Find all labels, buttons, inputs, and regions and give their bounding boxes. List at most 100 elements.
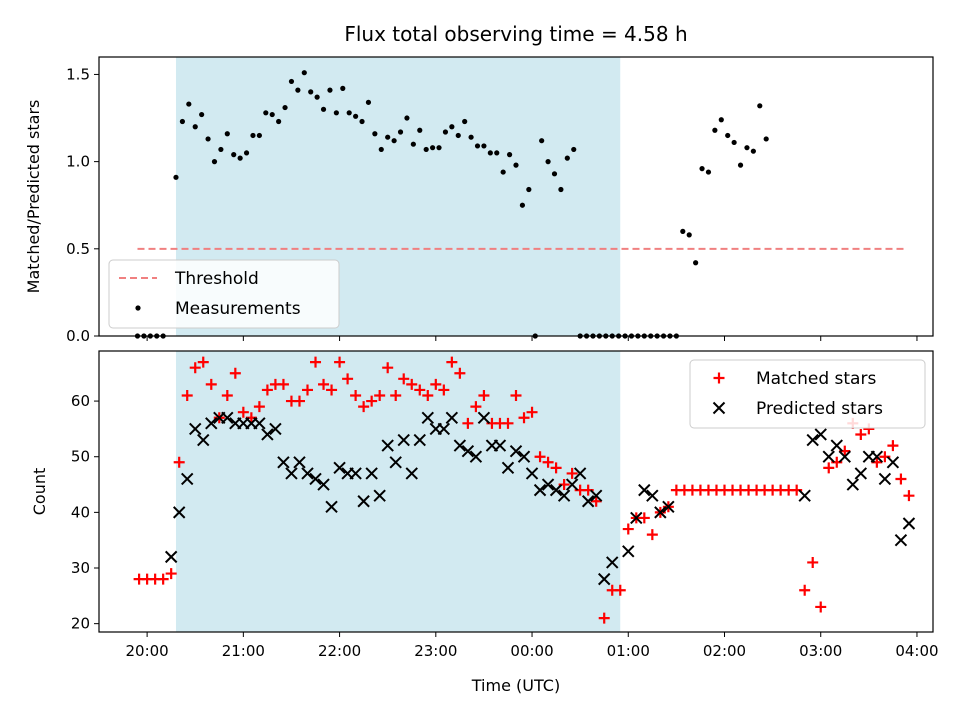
data-point [197, 356, 209, 368]
data-point [357, 495, 370, 508]
data-point [308, 89, 314, 95]
data-point [276, 118, 282, 125]
data-point [815, 601, 827, 613]
data-point [622, 523, 634, 535]
legend-marker-swatch [712, 401, 726, 415]
data-point [462, 118, 468, 125]
bottom-y-tick-label: 20 [71, 615, 90, 633]
data-point [157, 573, 169, 585]
data-point [545, 159, 551, 165]
data-point [573, 467, 587, 480]
data-point [509, 444, 523, 458]
data-point [550, 462, 562, 474]
data-point [417, 127, 423, 133]
data-point [438, 384, 450, 396]
data-point [799, 584, 811, 596]
data-point [405, 467, 418, 480]
data-point [469, 450, 483, 463]
data-point [525, 467, 539, 480]
legend-marker-swatch [135, 305, 141, 311]
data-point [430, 145, 436, 151]
data-point [455, 132, 461, 139]
data-point [878, 472, 892, 486]
data-point [243, 150, 250, 156]
data-point [517, 450, 531, 463]
x-tick-label: 22:00 [318, 642, 361, 660]
bottom-observing-window-shade [175, 351, 621, 632]
data-point [445, 411, 459, 424]
data-point [539, 138, 545, 144]
data-point [436, 145, 442, 151]
data-point [823, 462, 835, 474]
legend-label: Matched stars [756, 369, 876, 389]
data-point [406, 378, 418, 390]
data-point [731, 139, 737, 146]
data-point [462, 417, 474, 429]
top-y-tick-label: 0.0 [66, 327, 90, 345]
data-point [526, 406, 538, 418]
data-point [179, 118, 185, 125]
data-point [199, 111, 205, 118]
data-point [506, 152, 513, 158]
top-legend: Threshold Measurements [108, 259, 340, 329]
data-point [382, 362, 394, 374]
bottom-plot-frame [98, 350, 934, 633]
data-point [253, 417, 266, 430]
data-point [744, 145, 750, 151]
data-point [310, 356, 322, 368]
data-point [326, 384, 338, 396]
data-point [725, 132, 731, 139]
data-point [838, 450, 851, 463]
data-point [253, 401, 265, 413]
data-point [902, 517, 916, 530]
data-point [646, 529, 658, 541]
data-point [565, 478, 579, 491]
data-point [334, 356, 346, 368]
data-point [172, 506, 186, 519]
data-point [318, 378, 330, 390]
data-point [558, 186, 564, 193]
data-point [413, 433, 426, 447]
data-point [365, 99, 372, 105]
data-point [263, 110, 269, 116]
data-point [237, 155, 243, 161]
data-point [564, 155, 570, 161]
data-point [365, 467, 378, 480]
data-point [165, 568, 177, 580]
data-point [638, 483, 651, 497]
data-point [186, 101, 192, 107]
top-plot-frame [98, 56, 934, 337]
data-point [855, 428, 867, 440]
data-point [237, 406, 249, 418]
bottom-legend: Matched stars Predicted stars [689, 359, 926, 429]
data-point [533, 483, 547, 497]
data-point [478, 390, 490, 402]
x-tick-label: 01:00 [607, 642, 650, 660]
data-point [750, 148, 756, 154]
data-point [693, 260, 699, 266]
data-point [830, 439, 843, 452]
data-point [630, 511, 643, 525]
data-point [349, 467, 362, 480]
data-point [346, 110, 352, 116]
data-point [277, 378, 289, 390]
data-point [358, 401, 370, 413]
data-point [571, 146, 577, 153]
data-point [526, 186, 532, 193]
data-point [414, 384, 426, 396]
x-tick-label: 00:00 [510, 642, 553, 660]
data-point [340, 85, 346, 91]
data-point [173, 174, 179, 180]
data-point [598, 572, 611, 586]
data-point [737, 162, 744, 168]
data-point [261, 428, 274, 441]
data-point [446, 356, 458, 368]
data-point [502, 417, 514, 429]
data-point [390, 390, 402, 402]
bottom-y-tick-label: 40 [71, 503, 90, 521]
x-tick-label: 21:00 [222, 642, 265, 660]
data-point [189, 362, 201, 374]
data-point [449, 124, 455, 130]
data-point [622, 545, 635, 558]
